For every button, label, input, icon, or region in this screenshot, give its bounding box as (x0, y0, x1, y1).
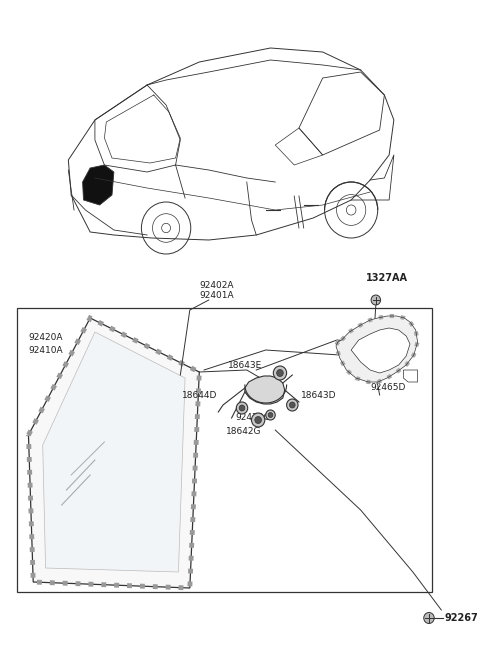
Polygon shape (43, 332, 185, 572)
Polygon shape (403, 370, 418, 382)
Circle shape (424, 613, 434, 623)
Text: 18643D: 18643D (301, 391, 336, 400)
Circle shape (276, 369, 283, 377)
Text: 92420A: 92420A (28, 333, 63, 342)
Circle shape (236, 402, 248, 414)
Text: 1327AA: 1327AA (366, 273, 408, 283)
Polygon shape (83, 165, 114, 205)
Text: 18643E: 18643E (228, 361, 262, 370)
Circle shape (268, 413, 273, 417)
Circle shape (239, 405, 245, 411)
Text: 92470C: 92470C (235, 413, 270, 422)
Text: 92465D: 92465D (370, 383, 406, 392)
Polygon shape (28, 318, 199, 588)
Circle shape (266, 410, 275, 420)
Polygon shape (351, 328, 410, 373)
Bar (17, 308, 432, 592)
Circle shape (371, 295, 381, 305)
Circle shape (255, 417, 262, 424)
Circle shape (252, 413, 265, 427)
Polygon shape (245, 376, 285, 404)
Text: 92401A: 92401A (199, 291, 234, 300)
Text: 92267: 92267 (444, 613, 478, 623)
Text: 18644D: 18644D (182, 391, 217, 400)
Text: 92402A: 92402A (199, 281, 234, 290)
Text: 18642G: 18642G (226, 427, 262, 436)
Polygon shape (336, 316, 418, 382)
Circle shape (289, 402, 295, 408)
Circle shape (287, 399, 298, 411)
Circle shape (273, 366, 287, 380)
Text: 92410A: 92410A (28, 346, 63, 355)
